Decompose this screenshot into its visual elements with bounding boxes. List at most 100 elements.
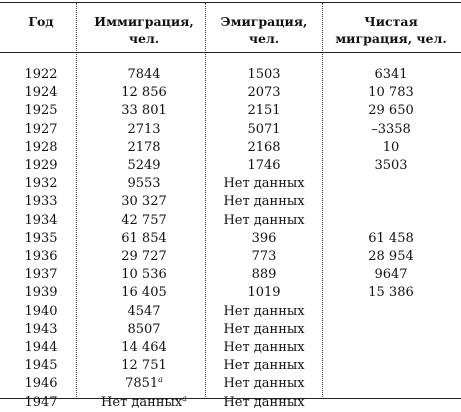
immigration-cell: 29 727: [84, 248, 204, 266]
immigration-cell-text: 10 536: [121, 267, 167, 283]
emigration-cell-text: Нет данных: [223, 376, 305, 392]
emigration-cell: Нет данных: [206, 193, 322, 211]
immigration-cell: 30 327: [84, 193, 204, 211]
year-cell: 1927: [18, 121, 64, 139]
immigration-cell: 5249: [84, 157, 204, 175]
table-row: 1925 33 801 2151 29 650: [0, 102, 461, 120]
year-cell-text: 1946: [24, 376, 58, 392]
emigration-cell: 1503: [206, 66, 322, 84]
column-divider: [205, 3, 206, 399]
immigration-cell-text: 8507: [127, 321, 161, 337]
emigration-cell: Нет данных: [206, 175, 322, 193]
immigration-cell-text: 2178: [127, 139, 161, 155]
net-migration-cell-text: 10: [382, 139, 400, 155]
year-cell-text: 1939: [24, 285, 58, 301]
header-year: Год: [28, 14, 54, 29]
immigration-cell-text: 14 464: [121, 340, 167, 355]
emigration-cell-text: 889: [251, 267, 277, 283]
table-row: 1937 10 536 889 9647: [0, 266, 461, 284]
immigration-cell: 8507: [84, 321, 204, 339]
immigration-cell-text: 30 327: [121, 194, 167, 210]
immigration-cell: 9553: [84, 175, 204, 193]
emigration-cell: Нет данных: [206, 303, 322, 321]
year-cell: 1947: [18, 394, 64, 412]
immigration-cell: 2178: [84, 139, 204, 157]
net-migration-cell: 3503: [326, 157, 456, 175]
year-cell-text: 1940: [24, 303, 58, 319]
net-migration-cell-text: 3503: [374, 158, 408, 173]
immigration-cell: 7844: [84, 66, 204, 84]
immigration-cell-text: 42 757: [121, 212, 167, 228]
table-row: 1928 2178 2168 10: [0, 139, 461, 157]
net-migration-cell-text: 29 650: [368, 103, 414, 119]
immigration-cell: 12 856: [84, 84, 204, 102]
net-migration-cell-text: 28 954: [368, 249, 414, 264]
year-cell-text: 1933: [24, 194, 58, 210]
year-cell-text: 1947: [24, 394, 58, 410]
footnote-marker: a: [158, 375, 163, 385]
immigration-cell-text: 7851: [125, 376, 159, 392]
table-row: 1932 9553 Нет данных: [0, 175, 461, 193]
emigration-cell: Нет данных: [206, 375, 322, 393]
table-row: 1933 30 327 Нет данных: [0, 193, 461, 211]
year-cell-text: 1943: [24, 321, 58, 337]
table-bottom-rule: [0, 398, 461, 399]
year-cell: 1922: [18, 66, 64, 84]
header-rule: [0, 52, 461, 53]
year-cell: 1935: [18, 230, 64, 248]
year-cell-text: 1935: [24, 230, 58, 246]
year-cell: 1924: [18, 84, 64, 102]
emigration-cell: 2073: [206, 84, 322, 102]
emigration-cell: 396: [206, 230, 322, 248]
immigration-cell-text: 29 727: [121, 249, 167, 264]
table-row: 1922 7844 1503 6341: [0, 66, 461, 84]
net-migration-cell: –3358: [326, 121, 456, 139]
emigration-cell-text: 2151: [247, 103, 281, 119]
immigration-cell: 10 536: [84, 266, 204, 284]
emigration-cell-text: Нет данных: [223, 358, 305, 374]
year-cell-text: 1924: [24, 85, 58, 101]
immigration-cell-text: 7844: [127, 67, 161, 82]
year-cell: 1944: [18, 339, 64, 357]
net-migration-cell: 10 783: [326, 84, 456, 102]
net-migration-cell: 10: [326, 139, 456, 157]
table-row: 1929 5249 1746 3503: [0, 157, 461, 175]
net-migration-cell-text: 6341: [374, 67, 408, 82]
year-cell-text: 1927: [24, 121, 58, 137]
net-migration-cell: 9647: [326, 266, 456, 284]
year-cell-text: 1932: [24, 176, 58, 192]
table-row: 1924 12 856 2073 10 783: [0, 84, 461, 102]
year-cell-text: 1928: [24, 139, 58, 155]
year-cell-text: 1925: [24, 103, 58, 119]
net-migration-cell: 28 954: [326, 248, 456, 266]
net-migration-cell-text: 15 386: [368, 285, 414, 301]
year-cell-text: 1922: [24, 67, 58, 82]
emigration-cell: Нет данных: [206, 357, 322, 375]
emigration-cell: Нет данных: [206, 394, 322, 412]
net-migration-cell: 6341: [326, 66, 456, 84]
immigration-cell-text: 9553: [127, 176, 161, 192]
immigration-cell-text: 16 405: [121, 285, 167, 301]
immigration-cell: 12 751: [84, 357, 204, 375]
emigration-cell-text: 2073: [247, 85, 281, 101]
table-row: 1934 42 757 Нет данных: [0, 212, 461, 230]
table-top-rule: [0, 2, 461, 3]
immigration-cell-text: Нет данных: [101, 394, 183, 410]
year-cell: 1943: [18, 321, 64, 339]
table-row: 1940 4547 Нет данных: [0, 303, 461, 321]
table-row: 1944 14 464 Нет данных: [0, 339, 461, 357]
emigration-cell-text: Нет данных: [223, 303, 305, 319]
year-cell: 1945: [18, 357, 64, 375]
emigration-cell-text: Нет данных: [223, 212, 305, 228]
immigration-cell-text: 2713: [127, 121, 161, 137]
immigration-cell-text: 33 801: [121, 103, 167, 119]
immigration-cell: 61 854: [84, 230, 204, 248]
emigration-cell-text: Нет данных: [223, 194, 305, 210]
emigration-cell: 5071: [206, 121, 322, 139]
year-cell: 1929: [18, 157, 64, 175]
net-migration-cell-text: 9647: [374, 267, 408, 283]
immigration-cell: 16 405: [84, 284, 204, 302]
year-cell: 1939: [18, 284, 64, 302]
immigration-cell: 4547: [84, 303, 204, 321]
